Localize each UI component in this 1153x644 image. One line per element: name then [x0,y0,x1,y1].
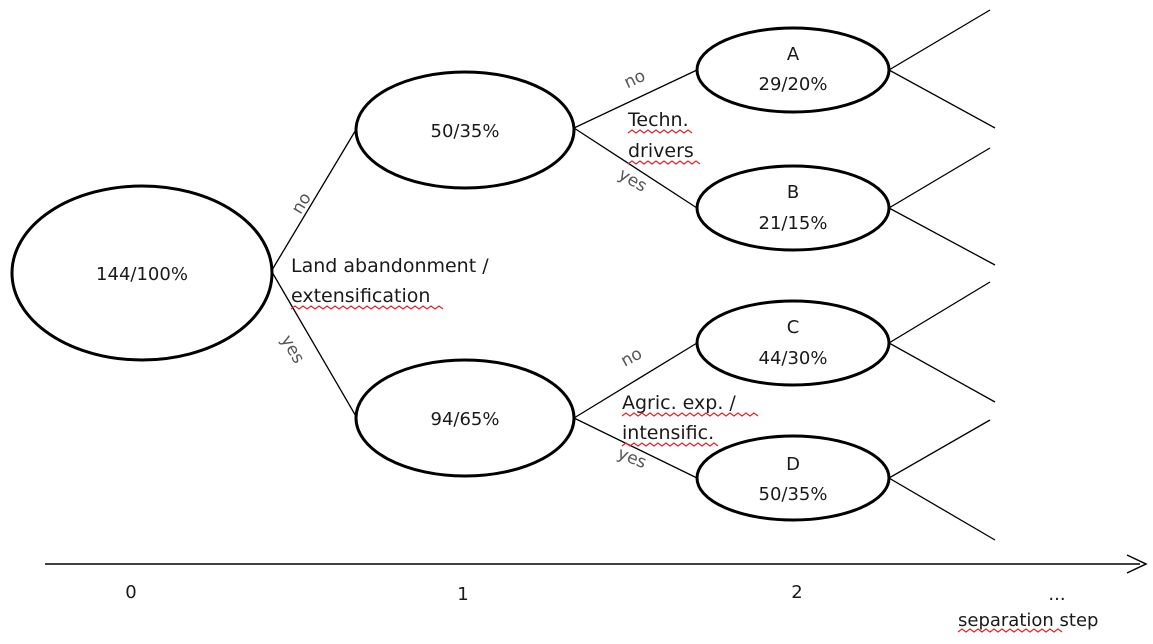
edge-label-root-no: no [288,189,316,217]
question-land-abandonment-line2: extensification [291,285,430,307]
axis-tick-0: 0 [125,582,136,603]
node-level1-no-label: 50/35% [431,121,500,142]
question-agric-line1: Agric. exp. / [622,392,736,414]
node-level1-no [354,70,576,190]
node-B-value: 21/15% [759,213,828,234]
node-root-label: 144/100% [96,264,188,285]
axis-arrowhead [1126,554,1148,574]
edge-n1-B [573,127,698,209]
edge-C-down [888,342,996,403]
axis-label: separation step [958,610,1098,631]
spellcheck-underline [621,442,719,447]
question-techn-line2: drivers [628,140,694,162]
node-B-letter: B [787,182,799,203]
edge-B-down [888,207,996,266]
edge-n1-A [573,69,698,129]
axis-tick-ellipsis: ... [1048,584,1065,605]
question-land-abandonment-line1: Land abandonment / [291,255,489,277]
edge-label-B-yes: yes [615,165,651,197]
node-B [695,164,891,252]
edge-root-no [271,127,358,271]
node-level1-yes-label: 94/65% [431,409,500,430]
node-C-letter: C [787,317,800,338]
node-A-letter: A [787,44,800,65]
spellcheck-underline [290,305,444,310]
edge-A-up [888,9,991,71]
node-C-value: 44/30% [759,348,828,369]
edge-label-root-yes: yes [276,332,308,368]
axis-tick-1: 1 [457,584,468,605]
edge-B-up [888,147,991,209]
edge-label-C-no: no [618,344,646,372]
node-A [695,26,891,114]
edge-D-up [888,419,991,479]
edge-root-yes [271,271,358,419]
node-root [10,184,274,362]
edge-D-down [888,477,996,541]
spellcheck-underline [621,412,759,417]
axis-tick-2: 2 [791,582,802,603]
node-level1-yes [354,358,576,478]
edge-C-up [888,281,991,344]
question-techn-line1: Techn. [627,109,689,131]
edge-label-D-yes: yes [615,444,650,474]
node-D [695,434,891,522]
edge-A-down [888,69,996,129]
spellcheck-underline [957,628,1063,633]
node-A-value: 29/20% [759,74,828,95]
node-C [695,299,891,387]
edge-label-A-no: no [621,66,649,93]
spellcheck-underline [627,129,693,134]
question-agric-line2: intensific. [622,422,714,444]
edge-n2-C [573,342,698,419]
spellcheck-underline [627,160,701,165]
node-D-letter: D [786,454,800,475]
edge-n2-D [573,417,698,479]
node-D-value: 50/35% [759,484,828,505]
